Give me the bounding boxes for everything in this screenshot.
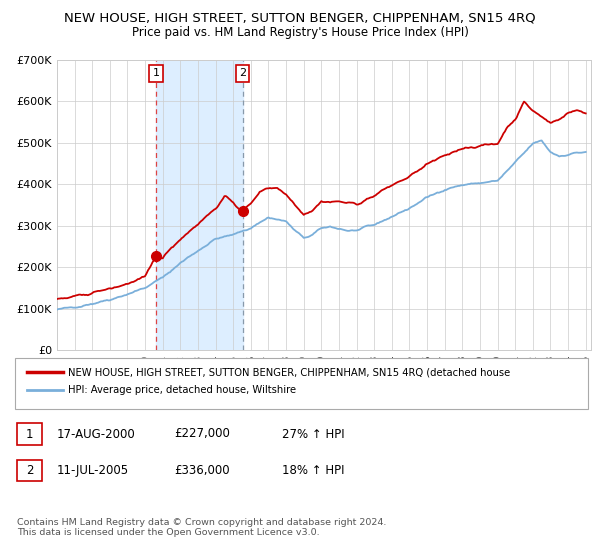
Text: 27% ↑ HPI: 27% ↑ HPI: [282, 427, 344, 441]
Text: 17-AUG-2000: 17-AUG-2000: [57, 427, 136, 441]
Text: HPI: Average price, detached house, Wiltshire: HPI: Average price, detached house, Wilt…: [68, 385, 296, 395]
Text: 2: 2: [239, 68, 246, 78]
Text: Contains HM Land Registry data © Crown copyright and database right 2024.
This d: Contains HM Land Registry data © Crown c…: [17, 518, 386, 538]
Text: 1: 1: [26, 427, 33, 441]
Text: 1: 1: [153, 68, 160, 78]
Bar: [156, 60, 242, 350]
Text: £336,000: £336,000: [174, 464, 230, 477]
Text: 18% ↑ HPI: 18% ↑ HPI: [282, 464, 344, 477]
Text: 2: 2: [26, 464, 33, 477]
Text: £227,000: £227,000: [174, 427, 230, 441]
Text: 11-JUL-2005: 11-JUL-2005: [57, 464, 129, 477]
Text: NEW HOUSE, HIGH STREET, SUTTON BENGER, CHIPPENHAM, SN15 4RQ (detached house: NEW HOUSE, HIGH STREET, SUTTON BENGER, C…: [68, 367, 510, 377]
Text: Price paid vs. HM Land Registry's House Price Index (HPI): Price paid vs. HM Land Registry's House …: [131, 26, 469, 39]
Text: NEW HOUSE, HIGH STREET, SUTTON BENGER, CHIPPENHAM, SN15 4RQ: NEW HOUSE, HIGH STREET, SUTTON BENGER, C…: [64, 12, 536, 25]
